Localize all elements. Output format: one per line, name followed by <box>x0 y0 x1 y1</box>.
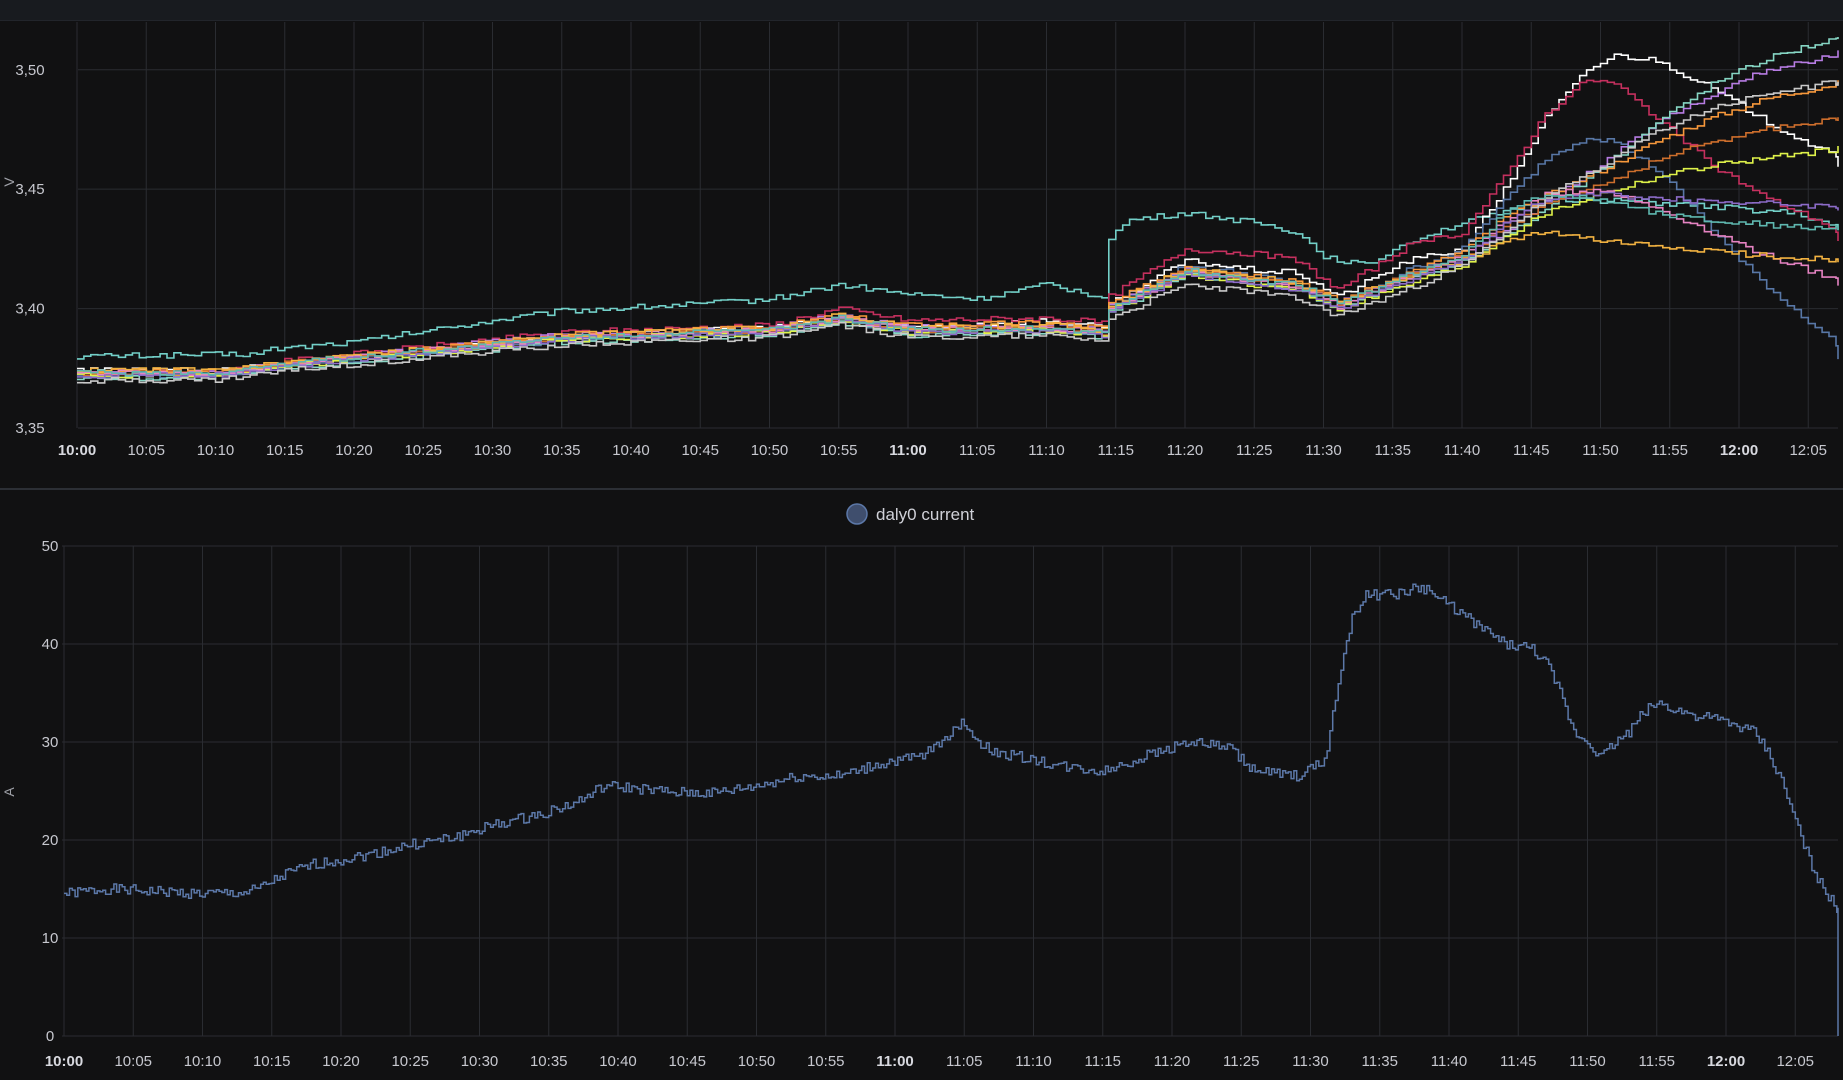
x-tick-label: 11:55 <box>1652 442 1688 459</box>
x-tick-label: 11:05 <box>946 1053 982 1070</box>
gridlines <box>76 22 1838 429</box>
current-panel: daly0 current 0 10 20 30 40 50 10:00 10:05 10:10… <box>1 503 1839 1070</box>
series-group <box>77 37 1839 384</box>
x-tick-label: 11:15 <box>1085 1053 1121 1070</box>
x-tick-label: 10:30 <box>461 1053 499 1070</box>
y-tick-label: 50 <box>42 538 59 555</box>
y-tick-label: 3,45 <box>15 181 44 198</box>
x-tick-label: 11:40 <box>1431 1053 1467 1070</box>
x-tick-label: 10:45 <box>668 1053 706 1070</box>
x-tick-label: 10:00 <box>58 442 96 459</box>
x-tick-label: 11:45 <box>1500 1053 1536 1070</box>
x-tick-label: 11:10 <box>1015 1053 1051 1070</box>
series-line[interactable] <box>77 137 1839 379</box>
y-tick-label: 40 <box>42 636 59 653</box>
series-line[interactable] <box>77 80 1839 384</box>
series-line[interactable] <box>77 117 1839 377</box>
x-tick-label: 10:05 <box>114 1053 152 1070</box>
y-tick-label: 10 <box>42 930 59 947</box>
x-tick-label: 10:15 <box>253 1053 291 1070</box>
series-line[interactable] <box>77 194 1839 377</box>
x-tick-label: 12:05 <box>1789 442 1827 459</box>
y-tick-label: 3,40 <box>15 301 44 318</box>
x-tick-label: 10:25 <box>404 442 442 459</box>
series-line[interactable] <box>77 230 1839 375</box>
x-tick-label: 11:30 <box>1305 442 1341 459</box>
x-tick-label: 10:25 <box>391 1053 429 1070</box>
dashboard-top-bar <box>0 0 1843 21</box>
x-tick-label: 10:40 <box>612 442 650 459</box>
legend-series-swatch <box>846 503 868 525</box>
x-tick-label: 11:25 <box>1236 442 1272 459</box>
x-tick-label: 10:50 <box>751 442 789 459</box>
series-line[interactable] <box>77 188 1839 376</box>
x-tick-label: 11:55 <box>1639 1053 1675 1070</box>
x-tick-label: 11:00 <box>889 442 927 459</box>
legend-series-label: daly0 current <box>876 505 975 524</box>
x-tick-label: 10:35 <box>543 442 581 459</box>
y-tick-label: 20 <box>42 832 59 849</box>
x-tick-label: 10:45 <box>681 442 719 459</box>
x-tick-label: 11:35 <box>1362 1053 1398 1070</box>
x-tick-label: 10:10 <box>197 442 235 459</box>
series-line[interactable] <box>77 191 1839 379</box>
x-tick-label: 11:05 <box>959 442 995 459</box>
y-tick-label: 3,50 <box>15 62 44 79</box>
x-tick-label: 11:45 <box>1513 442 1549 459</box>
x-tick-label: 10:40 <box>599 1053 637 1070</box>
x-tick-label: 11:15 <box>1098 442 1134 459</box>
x-tick-label: 11:50 <box>1582 442 1618 459</box>
x-tick-label: 11:20 <box>1167 442 1203 459</box>
x-tick-label: 10:15 <box>266 442 304 459</box>
x-tick-label: 10:00 <box>45 1053 83 1070</box>
x-tick-label: 10:30 <box>474 442 512 459</box>
x-tick-label: 11:20 <box>1154 1053 1190 1070</box>
x-tick-label: 12:00 <box>1720 442 1758 459</box>
panel-separator <box>0 488 1843 490</box>
series-group <box>64 583 1839 1036</box>
voltage-panel: 3,35 3,40 3,45 3,50 10:00 10:05 10:10 10:15 10:2… <box>1 22 1839 459</box>
x-tick-label: 11:35 <box>1375 442 1411 459</box>
x-tick-label: 11:00 <box>876 1053 914 1070</box>
x-tick-label: 10:20 <box>322 1053 360 1070</box>
x-tick-label: 11:40 <box>1444 442 1480 459</box>
x-tick-label: 11:30 <box>1292 1053 1328 1070</box>
y-tick-label: 3,35 <box>15 420 44 437</box>
x-tick-label: 10:55 <box>820 442 858 459</box>
series-line[interactable] <box>77 197 1839 360</box>
current-legend[interactable]: daly0 current <box>846 503 975 525</box>
x-tick-label: 10:35 <box>530 1053 568 1070</box>
x-tick-label: 10:10 <box>184 1053 222 1070</box>
y-axis-label: V <box>1 177 17 187</box>
y-axis-label: A <box>1 787 17 797</box>
y-tick-label: 30 <box>42 734 59 751</box>
y-tick-label: 0 <box>46 1028 54 1045</box>
x-tick-label: 10:55 <box>807 1053 845 1070</box>
x-tick-label: 10:20 <box>335 442 373 459</box>
x-tick-label: 10:50 <box>738 1053 776 1070</box>
x-tick-label: 10:05 <box>127 442 165 459</box>
x-tick-label: 12:05 <box>1776 1053 1814 1070</box>
series-line[interactable] <box>64 583 1839 1036</box>
gridlines <box>62 545 1838 1037</box>
x-tick-label: 12:00 <box>1707 1053 1745 1070</box>
x-tick-label: 11:10 <box>1028 442 1064 459</box>
series-line[interactable] <box>77 146 1839 379</box>
series-line[interactable] <box>77 37 1839 382</box>
x-tick-label: 11:25 <box>1223 1053 1259 1070</box>
x-tick-label: 11:50 <box>1569 1053 1605 1070</box>
